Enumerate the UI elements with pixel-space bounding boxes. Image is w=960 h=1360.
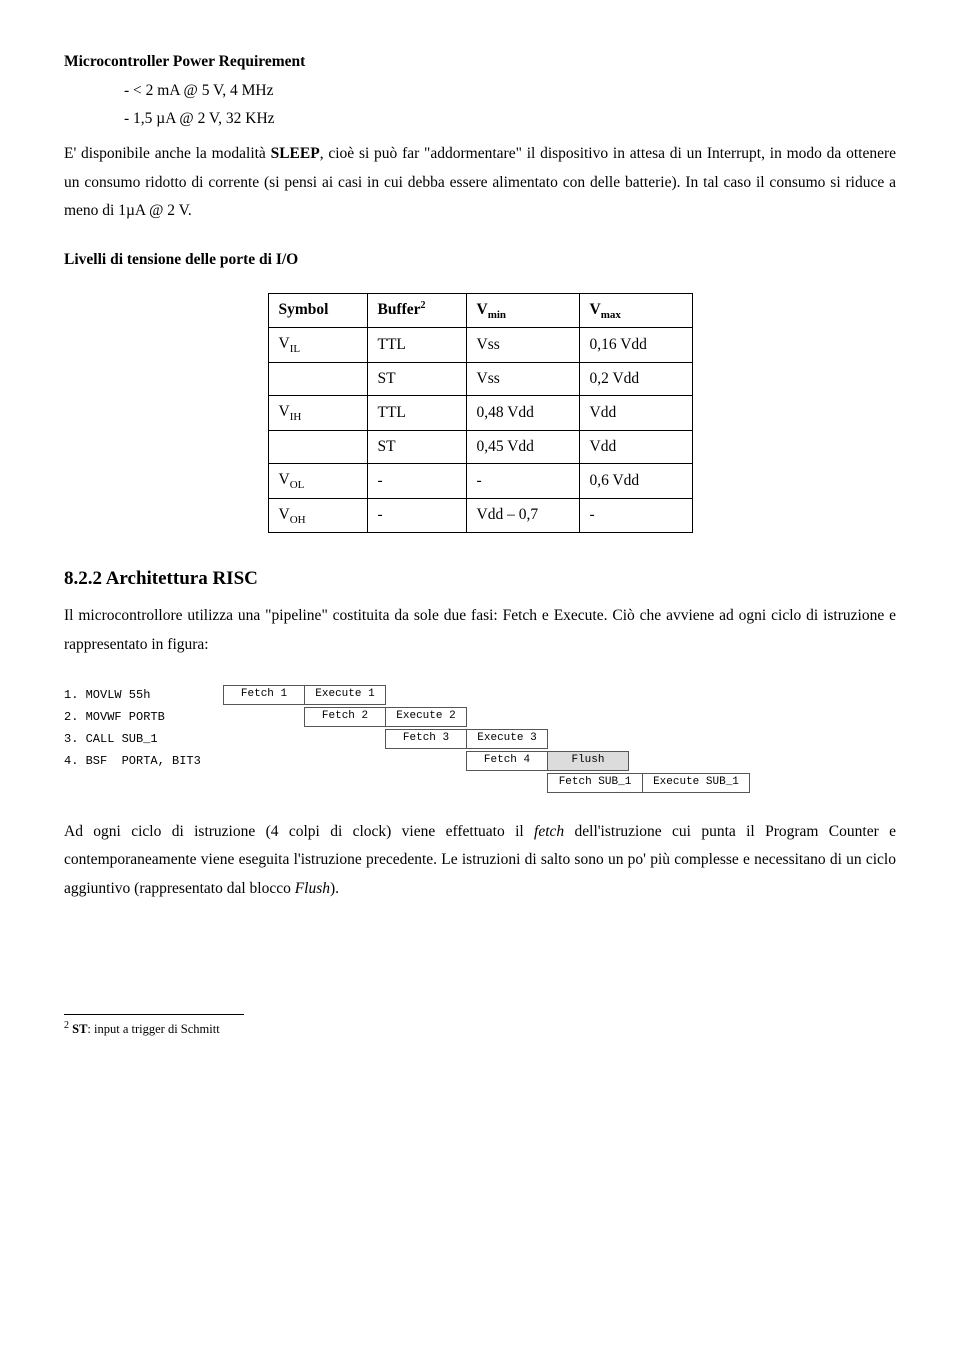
footnote-separator [64, 1014, 244, 1015]
th-vmin: Vmin [466, 293, 579, 327]
footnote-text: : input a trigger di Schmitt [87, 1022, 219, 1036]
io-levels-table: Symbol Buffer2 Vmin Vmax VIL TTL Vss 0,1… [268, 293, 693, 534]
pipeline-cell: Execute 1 [304, 685, 386, 705]
pipeline-row: 4. BSF PORTA, BIT3 Fetch 4 Flush [64, 750, 896, 772]
footnote-st: ST [72, 1022, 87, 1036]
text: Ad ogni ciclo di istruzione (4 colpi di … [64, 823, 534, 840]
paragraph: Il microcontrollore utilizza una "pipeli… [64, 602, 896, 659]
pipeline-cell-flush: Flush [547, 751, 629, 771]
pipeline-figure: 1. MOVLW 55h Fetch 1 Execute 1 2. MOVWF … [64, 684, 896, 794]
pipeline-cell: Execute 2 [385, 707, 467, 727]
th-symbol: Symbol [268, 293, 367, 327]
table-header-row: Symbol Buffer2 Vmin Vmax [268, 293, 692, 327]
pipeline-label: 2. MOVWF PORTB [64, 711, 224, 723]
pipeline-cell: Fetch 1 [223, 685, 305, 705]
risc-heading: 8.2.2 Architettura RISC [64, 561, 896, 596]
fetch-keyword: fetch [534, 823, 564, 840]
pipeline-cell: Fetch 4 [466, 751, 548, 771]
table-row: VIL TTL Vss 0,16 Vdd [268, 328, 692, 362]
th-buffer: Buffer2 [367, 293, 466, 327]
text: E' disponibile anche la modalità [64, 145, 271, 162]
pipeline-label: 1. MOVLW 55h [64, 689, 224, 701]
pipeline-label: 3. CALL SUB_1 [64, 733, 224, 745]
paragraph: Ad ogni ciclo di istruzione (4 colpi di … [64, 818, 896, 904]
pipeline-row: Fetch SUB_1 Execute SUB_1 [64, 772, 896, 794]
pipeline-cell: Fetch SUB_1 [547, 773, 643, 793]
list-item: - < 2 mA @ 5 V, 4 MHz [124, 77, 896, 106]
pipeline-row: 1. MOVLW 55h Fetch 1 Execute 1 [64, 684, 896, 706]
text: ). [330, 880, 339, 897]
bullet-list: - < 2 mA @ 5 V, 4 MHz - 1,5 µA @ 2 V, 32… [124, 77, 896, 134]
pipeline-cell: Execute SUB_1 [642, 773, 750, 793]
table-row: ST 0,45 Vdd Vdd [268, 430, 692, 464]
table-row: VIH TTL 0,48 Vdd Vdd [268, 396, 692, 430]
pipeline-cell: Execute 3 [466, 729, 548, 749]
pipeline-row: 2. MOVWF PORTB Fetch 2 Execute 2 [64, 706, 896, 728]
flush-keyword: Flush [295, 880, 330, 897]
sleep-keyword: SLEEP [271, 145, 320, 162]
table-row: VOH - Vdd – 0,7 - [268, 498, 692, 532]
footnote: 2 ST: input a trigger di Schmitt [64, 1019, 896, 1037]
th-vmax: Vmax [579, 293, 692, 327]
paragraph: E' disponibile anche la modalità SLEEP, … [64, 140, 896, 226]
subheading: Livelli di tensione delle porte di I/O [64, 246, 896, 275]
table-row: VOL - - 0,6 Vdd [268, 464, 692, 498]
list-item: - 1,5 µA @ 2 V, 32 KHz [124, 105, 896, 134]
pipeline-label: 4. BSF PORTA, BIT3 [64, 755, 224, 767]
page-title: Microcontroller Power Requirement [64, 48, 896, 77]
pipeline-cell: Fetch 2 [304, 707, 386, 727]
pipeline-row: 3. CALL SUB_1 Fetch 3 Execute 3 [64, 728, 896, 750]
pipeline-cell: Fetch 3 [385, 729, 467, 749]
table-row: ST Vss 0,2 Vdd [268, 362, 692, 396]
